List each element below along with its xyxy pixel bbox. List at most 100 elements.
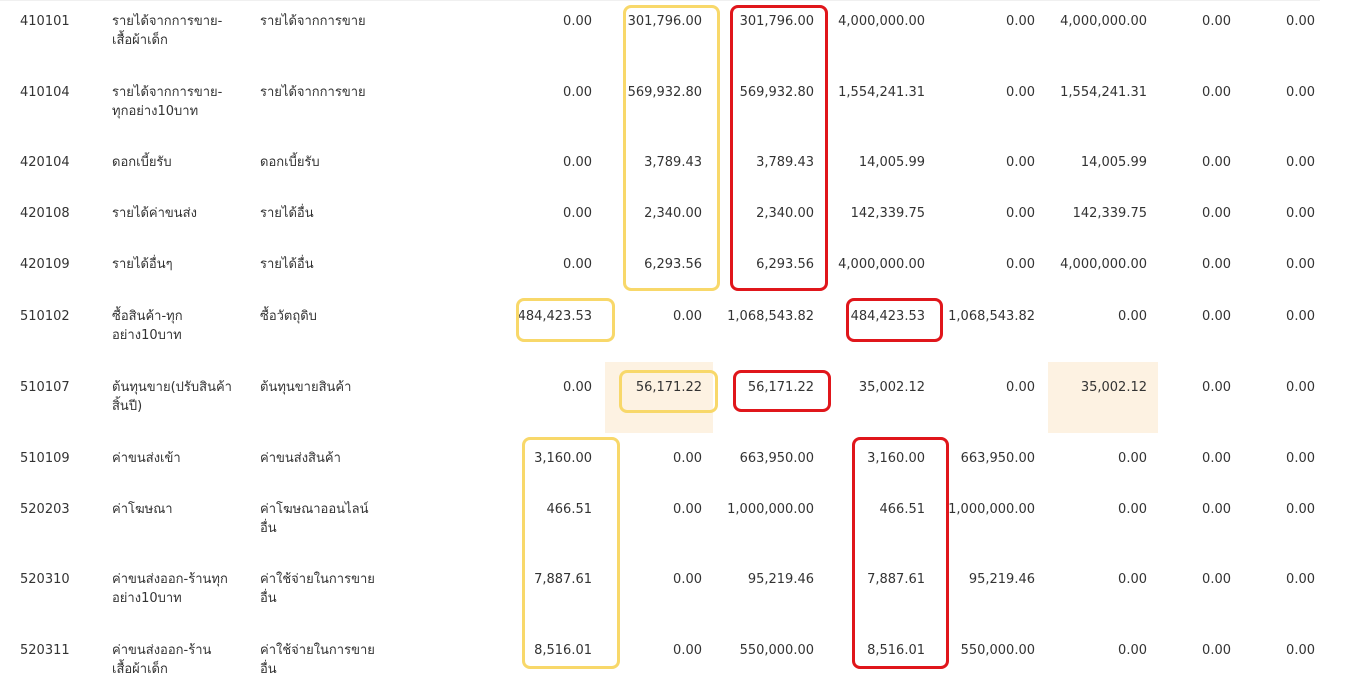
amount-col-8: 0.00 xyxy=(1286,502,1315,517)
amount-col-5: 0.00 xyxy=(1006,257,1035,272)
amount-col-1: 7,887.61 xyxy=(534,572,592,587)
amount-col-7: 0.00 xyxy=(1202,380,1231,395)
amount-col-4: 3,160.00 xyxy=(867,451,925,466)
amount-col-3: 6,293.56 xyxy=(756,257,814,272)
amount-col-1: 466.51 xyxy=(546,502,593,517)
amount-col-3: 3,789.43 xyxy=(756,155,814,170)
amount-col-1: 0.00 xyxy=(563,257,592,272)
account-code: 510102 xyxy=(20,309,70,324)
amount-col-2: 6,293.56 xyxy=(644,257,702,272)
amount-col-6: 0.00 xyxy=(1118,572,1147,587)
account-group: ดอกเบี้ยรับ xyxy=(260,155,320,170)
amount-col-6: 4,000,000.00 xyxy=(1060,14,1147,29)
amount-col-4: 484,423.53 xyxy=(850,309,925,324)
amount-col-8: 0.00 xyxy=(1286,380,1315,395)
amount-col-2: 301,796.00 xyxy=(627,14,702,29)
amount-col-7: 0.00 xyxy=(1202,643,1231,658)
amount-col-6: 14,005.99 xyxy=(1080,155,1147,170)
account-code: 520310 xyxy=(20,572,70,587)
account-code: 420108 xyxy=(20,206,70,221)
amount-col-6: 35,002.12 xyxy=(1080,380,1147,395)
account-group: ซื้อวัตถุดิบ xyxy=(260,309,317,324)
account-code: 410104 xyxy=(20,85,70,100)
amount-col-4: 4,000,000.00 xyxy=(838,257,925,272)
amount-col-3: 1,068,543.82 xyxy=(727,309,814,324)
amount-col-6: 142,339.75 xyxy=(1072,206,1147,221)
amount-col-2: 569,932.80 xyxy=(627,85,702,100)
amount-col-7: 0.00 xyxy=(1202,14,1231,29)
account-name: ต้นทุนขาย(ปรับสินค้าสิ้นปี) xyxy=(112,380,232,414)
amount-col-3: 95,219.46 xyxy=(747,572,814,587)
account-group: ค่าโฆษณาออนไลน์อื่น xyxy=(260,502,369,536)
amount-col-3: 1,000,000.00 xyxy=(727,502,814,517)
amount-col-6: 0.00 xyxy=(1118,451,1147,466)
account-name: รายได้จากการขาย-ทุกอย่าง10บาท xyxy=(112,85,223,119)
amount-col-6: 4,000,000.00 xyxy=(1060,257,1147,272)
account-group: รายได้จากการขาย xyxy=(260,14,366,29)
amount-col-1: 484,423.53 xyxy=(517,309,592,324)
account-group: รายได้จากการขาย xyxy=(260,85,366,100)
amount-col-5: 1,000,000.00 xyxy=(948,502,1035,517)
amount-col-5: 0.00 xyxy=(1006,85,1035,100)
amount-col-4: 1,554,241.31 xyxy=(838,85,925,100)
amount-col-8: 0.00 xyxy=(1286,643,1315,658)
account-group: ค่าใช้จ่ายในการขายอื่น xyxy=(260,643,375,677)
amount-col-1: 8,516.01 xyxy=(534,643,592,658)
red-highlight-box xyxy=(852,437,949,669)
account-name: ค่าขนส่งออก-ร้านทุกอย่าง10บาท xyxy=(112,572,228,606)
amount-col-4: 7,887.61 xyxy=(867,572,925,587)
amount-col-8: 0.00 xyxy=(1286,14,1315,29)
amount-col-4: 466.51 xyxy=(879,502,926,517)
amount-col-2: 0.00 xyxy=(673,451,702,466)
account-name: ค่าโฆษณา xyxy=(112,502,173,517)
amount-col-3: 2,340.00 xyxy=(756,206,814,221)
amount-col-8: 0.00 xyxy=(1286,309,1315,324)
account-group: ต้นทุนขายสินค้า xyxy=(260,380,352,395)
amount-col-2: 2,340.00 xyxy=(644,206,702,221)
amount-col-1: 0.00 xyxy=(563,380,592,395)
red-highlight-box xyxy=(846,298,943,342)
amount-col-8: 0.00 xyxy=(1286,572,1315,587)
amount-col-4: 4,000,000.00 xyxy=(838,14,925,29)
account-name: ดอกเบี้ยรับ xyxy=(112,155,172,170)
amount-col-4: 8,516.01 xyxy=(867,643,925,658)
amount-col-8: 0.00 xyxy=(1286,257,1315,272)
amount-col-5: 550,000.00 xyxy=(960,643,1035,658)
amount-col-3: 569,932.80 xyxy=(739,85,814,100)
account-group: ค่าใช้จ่ายในการขายอื่น xyxy=(260,572,375,606)
amount-col-7: 0.00 xyxy=(1202,155,1231,170)
account-name: ซื้อสินค้า-ทุกอย่าง10บาท xyxy=(112,309,183,343)
amount-col-3: 56,171.22 xyxy=(747,380,814,395)
account-code: 410101 xyxy=(20,14,70,29)
amount-col-5: 0.00 xyxy=(1006,14,1035,29)
amount-col-5: 0.00 xyxy=(1006,155,1035,170)
amount-col-3: 301,796.00 xyxy=(739,14,814,29)
amount-col-5: 95,219.46 xyxy=(968,572,1035,587)
amount-col-7: 0.00 xyxy=(1202,451,1231,466)
amount-col-2: 3,789.43 xyxy=(644,155,702,170)
account-group: ค่าขนส่งสินค้า xyxy=(260,451,341,466)
amount-col-8: 0.00 xyxy=(1286,85,1315,100)
account-code: 510109 xyxy=(20,451,70,466)
amount-col-1: 0.00 xyxy=(563,85,592,100)
amount-col-7: 0.00 xyxy=(1202,257,1231,272)
account-code: 520311 xyxy=(20,643,70,658)
amount-col-4: 14,005.99 xyxy=(858,155,925,170)
amount-col-2: 0.00 xyxy=(673,502,702,517)
amount-col-2: 56,171.22 xyxy=(635,380,702,395)
amount-col-1: 0.00 xyxy=(563,14,592,29)
highlighted-cell-bg xyxy=(1048,362,1158,433)
amount-col-7: 0.00 xyxy=(1202,502,1231,517)
yellow-highlight-box xyxy=(619,370,718,413)
red-highlight-box xyxy=(730,5,828,291)
account-code: 520203 xyxy=(20,502,70,517)
amount-col-6: 0.00 xyxy=(1118,309,1147,324)
amount-col-7: 0.00 xyxy=(1202,85,1231,100)
amount-col-3: 550,000.00 xyxy=(739,643,814,658)
amount-col-4: 35,002.12 xyxy=(858,380,925,395)
amount-col-1: 0.00 xyxy=(563,206,592,221)
red-highlight-box xyxy=(733,370,831,412)
account-name: รายได้ค่าขนส่ง xyxy=(112,206,197,221)
yellow-highlight-box xyxy=(522,437,620,669)
